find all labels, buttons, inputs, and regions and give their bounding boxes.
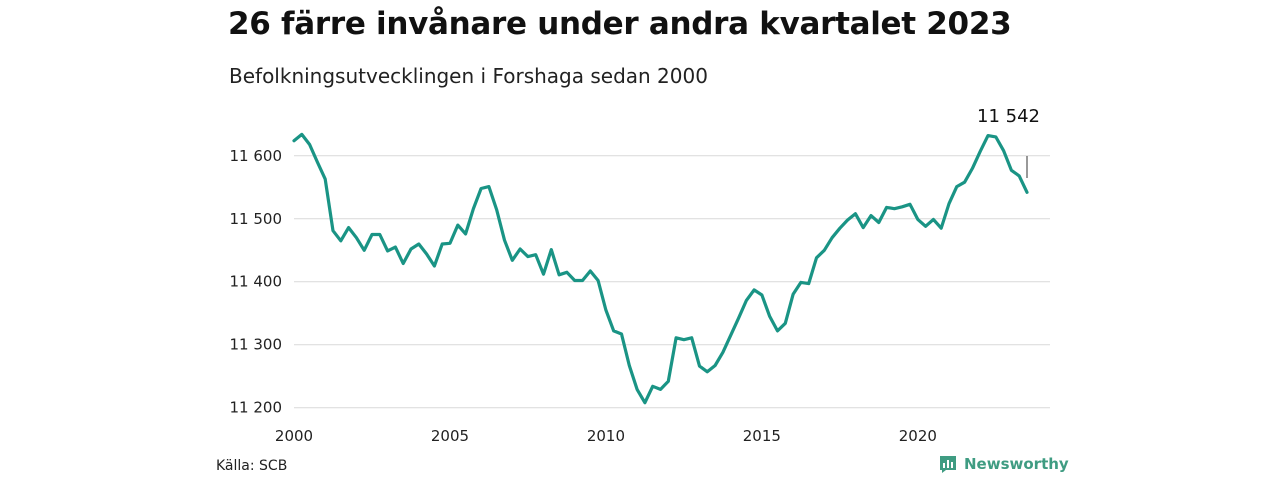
last-value-label: 11 542 — [977, 106, 1040, 127]
source-note: Källa: SCB — [216, 458, 288, 474]
annotations: 11 542 — [977, 106, 1040, 178]
x-tick-label: 2010 — [587, 427, 625, 445]
x-tick-label: 2000 — [275, 427, 313, 445]
x-axis-ticks: 2000 2005 2010 2015 2020 — [275, 427, 937, 445]
gridlines — [294, 155, 1050, 409]
series-layer — [292, 132, 1029, 405]
x-tick-label: 2020 — [899, 427, 937, 445]
x-tick-label: 2005 — [431, 427, 469, 445]
y-axis-ticks: 11 200 11 300 11 400 11 500 11 600 — [230, 147, 283, 417]
brand-name: Newsworthy — [964, 455, 1069, 473]
y-tick-label: 11 200 — [230, 399, 283, 417]
chart-title: 26 färre invånare under andra kvartalet … — [228, 6, 1012, 42]
y-tick-label: 11 400 — [230, 273, 283, 291]
chart-subtitle: Befolkningsutvecklingen i Forshaga sedan… — [229, 64, 708, 88]
y-tick-label: 11 600 — [230, 147, 283, 165]
series-line-0 — [292, 132, 1029, 405]
x-tick-label: 2015 — [743, 427, 781, 445]
y-tick-label: 11 500 — [230, 210, 283, 228]
brand-logo[interactable]: Newsworthy — [938, 454, 1069, 474]
newsworthy-logo-icon — [940, 456, 956, 473]
y-tick-label: 11 300 — [230, 336, 283, 354]
